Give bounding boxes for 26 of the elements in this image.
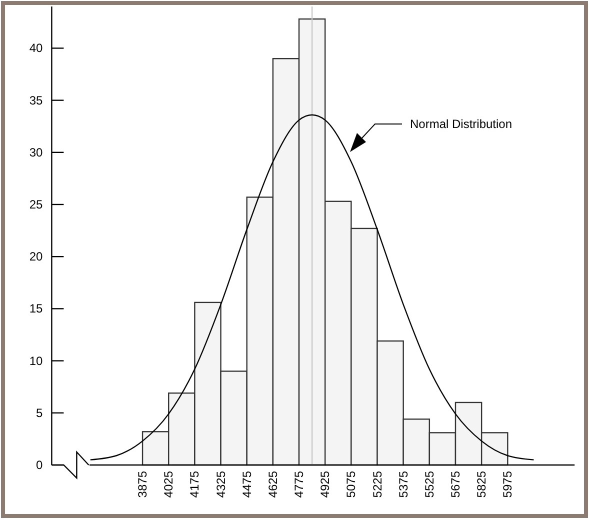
x-tick-label: 5975: [500, 470, 515, 498]
y-tick-label: 20: [29, 250, 44, 264]
x-tick-label: 5525: [422, 470, 436, 498]
annotation: Normal Distribution: [410, 117, 512, 131]
x-tick-label: 4025: [162, 470, 176, 498]
y-tick-label: 15: [29, 302, 44, 316]
x-tick-label: 3875: [136, 470, 150, 498]
x-tick-label: 4175: [188, 470, 202, 498]
y-tick-label: 0: [36, 458, 44, 472]
x-tick-label: 4925: [318, 470, 332, 498]
y-tick-label: 40: [29, 41, 44, 56]
y-tick-label: 25: [29, 197, 44, 212]
x-tick-label: 4475: [240, 470, 254, 498]
x-tick-label: 4325: [214, 470, 228, 498]
x-tick-label: 4625: [266, 470, 280, 498]
line-series: [90, 114, 534, 460]
y-tick-label: 30: [29, 145, 44, 160]
x-tick-label: 5375: [396, 470, 410, 498]
y-tick-label: 35: [29, 93, 44, 108]
x-tick-label: 5675: [448, 470, 462, 498]
x-tick-label: 5825: [474, 470, 489, 498]
y-tick-label: 5: [36, 406, 44, 420]
x-tick-label: 5075: [344, 470, 358, 498]
y-tick-label: 10: [29, 354, 44, 368]
x-tick-label: 5225: [370, 470, 384, 498]
x-tick-label: 4775: [292, 470, 306, 498]
